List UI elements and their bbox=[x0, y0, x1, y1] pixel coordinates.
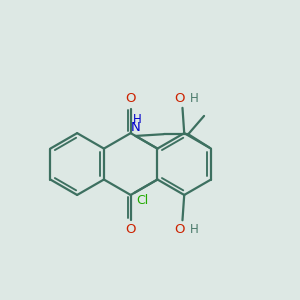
Text: H: H bbox=[190, 223, 199, 236]
Text: O: O bbox=[125, 92, 136, 105]
Text: O: O bbox=[174, 92, 185, 105]
Text: H: H bbox=[190, 92, 199, 105]
Text: O: O bbox=[125, 223, 136, 236]
Text: Cl: Cl bbox=[136, 194, 148, 207]
Text: H: H bbox=[133, 113, 142, 126]
Text: O: O bbox=[174, 223, 185, 236]
Text: N: N bbox=[131, 121, 140, 134]
